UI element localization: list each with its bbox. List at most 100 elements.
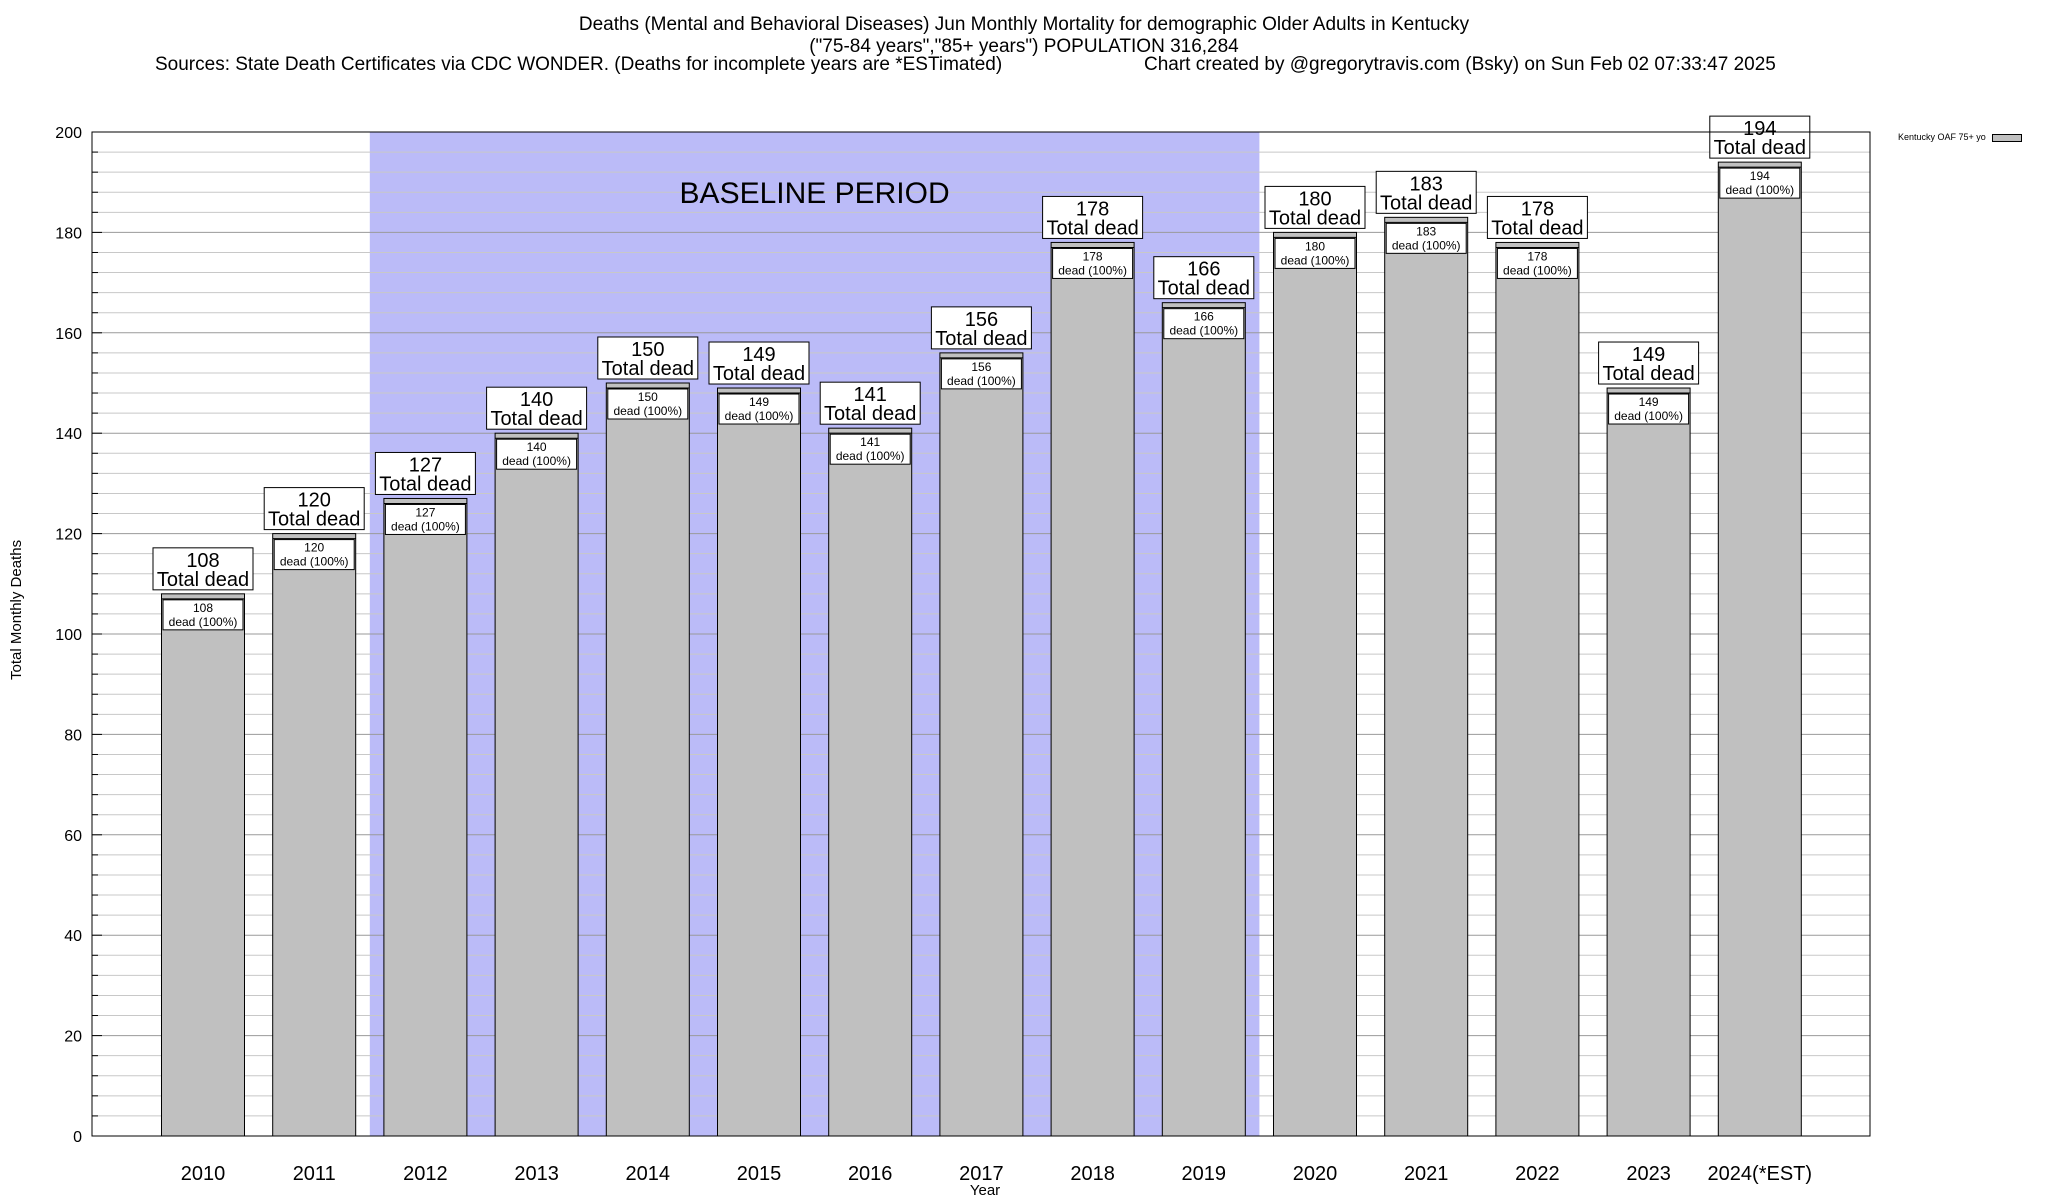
y-tick-label: 80	[64, 727, 82, 744]
total-label-box	[486, 386, 588, 430]
inner-percent-label: dead (100%)	[1058, 263, 1127, 277]
total-value-label: 194	[1743, 118, 1776, 140]
x-tick-label: 2015	[737, 1163, 782, 1185]
total-dead-label: Total dead	[379, 473, 471, 495]
total-label-box	[597, 336, 699, 380]
sources-note: Sources: State Death Certificates via CD…	[155, 54, 1003, 75]
y-tick-label: 100	[55, 627, 82, 644]
total-dead-label: Total dead	[268, 509, 360, 531]
inner-label-box	[496, 438, 578, 470]
credit-note: Chart created by @gregorytravis.com (Bsk…	[1144, 54, 1776, 75]
total-dead-label: Total dead	[1380, 192, 1472, 214]
inner-value-label: 120	[304, 541, 324, 555]
total-value-label: 178	[1076, 198, 1109, 220]
total-value-label: 150	[631, 339, 664, 361]
y-tick-label: 0	[73, 1129, 82, 1146]
inner-percent-label: dead (100%)	[1614, 409, 1683, 423]
y-tick-label: 140	[55, 426, 82, 443]
bar	[1717, 161, 1802, 1137]
inner-label-box	[1385, 222, 1467, 254]
total-dead-label: Total dead	[1491, 217, 1583, 239]
total-dead-label: Total dead	[935, 328, 1027, 350]
baseline-period-label: BASELINE PERIOD	[680, 177, 950, 210]
x-tick-label: 2017	[959, 1163, 1004, 1185]
inner-value-label: 180	[1305, 239, 1325, 253]
x-tick-label: 2014	[626, 1163, 671, 1185]
bar	[272, 533, 357, 1137]
inner-value-label: 156	[971, 360, 991, 374]
inner-label-box	[162, 599, 244, 631]
inner-label-box	[718, 393, 800, 425]
total-label-box	[1709, 115, 1811, 159]
inner-label-box	[829, 433, 911, 465]
inner-percent-label: dead (100%)	[836, 449, 905, 463]
inner-value-label: 178	[1083, 249, 1103, 263]
total-label-box	[1153, 256, 1255, 300]
inner-label-box	[273, 539, 355, 571]
inner-value-label: 141	[860, 435, 880, 449]
y-tick-label: 160	[55, 326, 82, 343]
total-dead-label: Total dead	[157, 569, 249, 591]
y-tick-label: 40	[64, 928, 82, 945]
plot-frame	[91, 131, 1871, 1137]
inner-percent-label: dead (100%)	[1503, 263, 1572, 277]
total-label-box	[374, 451, 476, 495]
inner-label-box	[1608, 393, 1690, 425]
inner-percent-label: dead (100%)	[1281, 253, 1350, 267]
total-value-label: 141	[854, 384, 887, 406]
inner-label-box	[1496, 247, 1578, 279]
x-tick-label: 2016	[848, 1163, 893, 1185]
total-value-label: 166	[1187, 259, 1220, 281]
total-value-label: 178	[1521, 198, 1554, 220]
inner-value-label: 149	[749, 395, 769, 409]
total-label-box	[708, 341, 810, 385]
total-value-label: 108	[186, 550, 219, 572]
legend-label: Kentucky OAF 75+ yo	[1898, 132, 1986, 142]
x-tick-label: 2020	[1293, 1163, 1338, 1185]
legend-swatch	[1991, 133, 2022, 142]
inner-label-box	[384, 503, 466, 535]
total-dead-label: Total dead	[1046, 217, 1138, 239]
inner-value-label: 150	[638, 390, 658, 404]
inner-value-label: 127	[415, 505, 435, 519]
total-label-box	[1375, 170, 1477, 214]
total-value-label: 120	[298, 490, 331, 512]
inner-value-label: 140	[527, 440, 547, 454]
y-tick-label: 200	[55, 125, 82, 142]
y-tick-label: 20	[64, 1029, 82, 1046]
x-tick-label: 2019	[1182, 1163, 1227, 1185]
inner-percent-label: dead (100%)	[502, 454, 571, 468]
title-line-1: Deaths (Mental and Behavioral Diseases) …	[578, 14, 1470, 35]
x-axis-label: Year	[969, 1182, 1001, 1199]
bar	[1495, 241, 1580, 1137]
inner-label-box	[607, 388, 689, 420]
inner-percent-label: dead (100%)	[613, 404, 682, 418]
x-tick-label: 2012	[403, 1163, 448, 1185]
inner-value-label: 108	[193, 601, 213, 615]
total-label-box	[152, 547, 254, 591]
inner-value-label: 194	[1750, 169, 1770, 183]
x-tick-label: 2023	[1626, 1163, 1671, 1185]
bar	[828, 427, 913, 1137]
total-label-box	[819, 381, 921, 425]
total-value-label: 183	[1410, 173, 1443, 195]
total-label-box	[1598, 341, 1700, 385]
inner-percent-label: dead (100%)	[1392, 238, 1461, 252]
y-tick-label: 120	[55, 527, 82, 544]
title-line-2: ("75-84 years","85+ years") POPULATION 3…	[809, 36, 1239, 57]
total-label-box	[1042, 195, 1144, 239]
inner-percent-label: dead (100%)	[1725, 183, 1794, 197]
bar	[1606, 387, 1691, 1137]
total-value-label: 156	[965, 309, 998, 331]
y-tick-label: 180	[55, 225, 82, 242]
total-value-label: 127	[409, 454, 442, 476]
x-tick-label: 2013	[514, 1163, 559, 1185]
total-label-box	[930, 306, 1032, 350]
chart-title: Deaths (Mental and Behavioral Diseases) …	[0, 14, 2048, 58]
inner-value-label: 149	[1639, 395, 1659, 409]
inner-percent-label: dead (100%)	[169, 615, 238, 629]
inner-label-box	[1163, 308, 1245, 340]
bar	[1384, 216, 1469, 1137]
total-value-label: 149	[742, 344, 775, 366]
